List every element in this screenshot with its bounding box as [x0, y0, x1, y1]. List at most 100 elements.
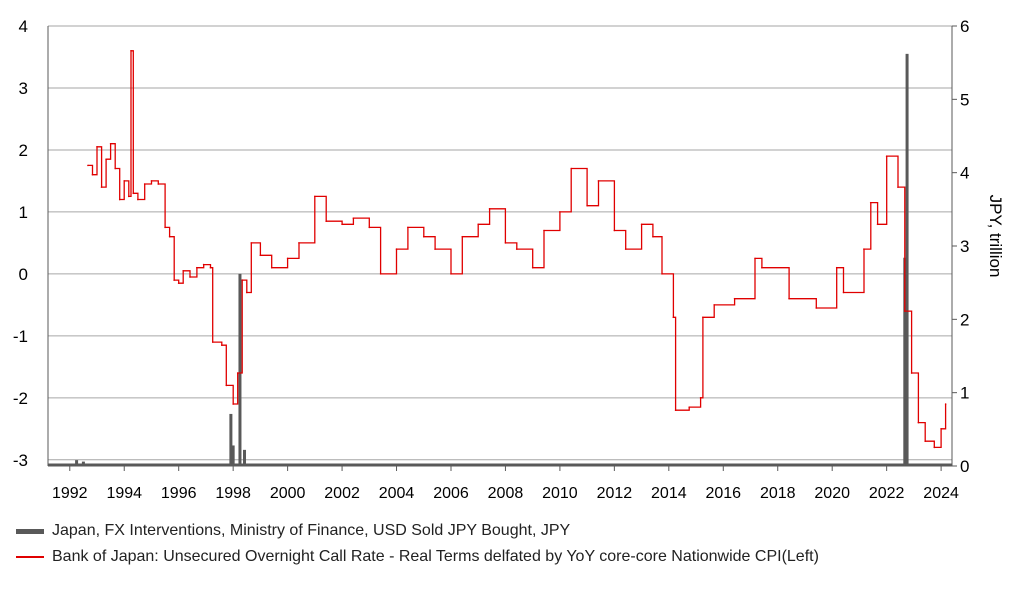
call-rate-point: [314, 195, 316, 198]
call-rate-point: [788, 297, 790, 300]
y-right-axis-title: JPY, trillion: [986, 195, 1005, 278]
call-rate-point: [897, 186, 899, 188]
call-rate-point: [407, 226, 409, 229]
x-tick-label: 2014: [651, 485, 687, 502]
call-rate-point: [842, 291, 845, 294]
call-rate-point: [236, 372, 239, 374]
call-rate-point: [250, 242, 253, 244]
call-rate-point: [815, 307, 818, 309]
y-right-tick-label: 5: [960, 90, 969, 109]
call-rate-point: [924, 440, 927, 443]
x-tick-label: 2022: [869, 485, 905, 502]
call-rate-point: [674, 409, 677, 412]
call-rate-point: [688, 406, 691, 408]
call-rate-point: [917, 421, 920, 424]
x-tick-label: 1992: [52, 485, 88, 502]
call-rate-point: [640, 223, 643, 226]
legend-item-fx: Japan, FX Interventions, Ministry of Fin…: [16, 518, 819, 544]
call-rate-point: [109, 142, 112, 145]
call-rate-point: [586, 204, 588, 207]
fx-intervention-bar: [903, 257, 907, 466]
x-tick-label: 2006: [433, 485, 469, 502]
call-rate-point: [461, 235, 464, 238]
call-rate-point: [105, 158, 107, 161]
call-rate-point: [379, 273, 382, 275]
legend-item-call-rate: Bank of Japan: Unsecured Overnight Call …: [16, 544, 819, 570]
y-left-tick-label: -1: [13, 327, 28, 346]
call-rate-point: [661, 273, 663, 275]
call-rate-point: [450, 273, 452, 275]
call-rate-point: [96, 146, 98, 148]
call-rate-point: [127, 195, 130, 198]
x-tick-label: 2024: [923, 485, 959, 502]
legend-label-fx: Japan, FX Interventions, Ministry of Fin…: [52, 522, 571, 539]
x-tick-label: 1998: [215, 485, 251, 502]
y-right-tick-label: 3: [960, 237, 969, 256]
call-rate-point: [863, 248, 865, 250]
call-rate-point: [202, 263, 205, 266]
call-rate-point: [232, 403, 234, 405]
call-rate-point: [368, 226, 371, 229]
call-rate-point: [761, 266, 763, 269]
x-tick-label: 2004: [379, 485, 415, 502]
call-rate-point: [118, 198, 121, 201]
call-rate-point: [597, 180, 600, 182]
call-rate-point: [168, 235, 171, 238]
call-rate-point: [87, 164, 89, 167]
call-rate-point: [488, 208, 491, 210]
call-rate-point: [259, 254, 262, 257]
fx-intervention-bar: [231, 445, 235, 466]
call-rate-point: [754, 257, 756, 260]
legend-swatch-call-rate: [16, 556, 44, 558]
call-rate-point: [395, 248, 398, 250]
y-right-tick-label: 6: [960, 17, 969, 36]
x-tick-label: 2016: [705, 485, 741, 502]
fx-intervention-bar: [243, 449, 247, 466]
legend-swatch-fx: [16, 528, 44, 534]
call-rate-point: [624, 248, 627, 250]
call-rate-point: [225, 384, 228, 387]
call-rate-point: [241, 279, 244, 281]
call-rate-point: [434, 248, 436, 250]
call-rate-point: [869, 201, 872, 204]
y-right-tick-label: 4: [960, 164, 969, 183]
y-left-tick-label: -2: [13, 389, 28, 408]
call-rate-point: [944, 403, 947, 405]
call-rate-point: [613, 229, 616, 232]
y-right-tick-label: 2: [960, 310, 969, 329]
call-rate-point: [137, 198, 139, 201]
y-left-tick-label: 1: [19, 203, 28, 222]
x-tick-label: 1994: [106, 485, 142, 502]
call-rate-point: [341, 223, 343, 226]
call-rate-point: [559, 211, 561, 213]
call-rate-point: [325, 220, 327, 223]
y-left-tick-label: 0: [19, 265, 28, 284]
call-rate-point: [672, 316, 675, 319]
x-tick-label: 1996: [161, 485, 197, 502]
y-right-tick-label: 1: [960, 384, 969, 403]
x-tick-label: 2000: [270, 485, 306, 502]
x-tick-label: 2010: [542, 485, 578, 502]
call-rate-point: [123, 180, 126, 182]
call-rate-point: [477, 223, 480, 226]
call-rate-point: [286, 257, 289, 260]
call-rate-point: [130, 49, 132, 52]
call-rate-point: [114, 167, 116, 170]
call-rate-point: [504, 242, 507, 244]
x-tick-label: 2020: [814, 485, 850, 502]
call-rate-point: [570, 167, 573, 170]
x-tick-label: 2012: [597, 485, 633, 502]
call-rate-point: [910, 372, 913, 374]
y-left-tick-label: -3: [13, 451, 28, 470]
fx-intervention-bar: [81, 461, 85, 466]
call-rate-point: [173, 279, 175, 281]
call-rate-point: [211, 341, 214, 343]
call-rate-point: [189, 276, 191, 278]
call-rate-point: [835, 266, 838, 269]
x-tick-label: 2002: [324, 485, 360, 502]
call-rate-point: [150, 180, 153, 182]
y-left-tick-label: 2: [19, 141, 28, 160]
call-rate-point: [270, 266, 273, 269]
call-rate-point: [904, 310, 906, 312]
